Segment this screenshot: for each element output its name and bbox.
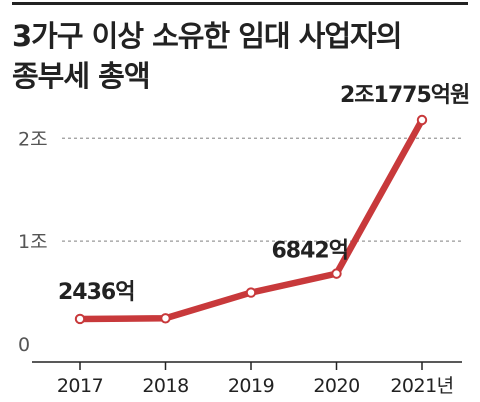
series-layer [74,114,428,325]
data-label: 2436억 [58,280,134,305]
data-point [416,114,428,126]
data-labels: 2436억 6842억 2조1775억원 [58,83,470,305]
x-tick-label: 2020 [313,375,359,397]
data-point [245,287,257,298]
x-tick-label: 2017 [57,375,103,397]
data-label: 2조1775억원 [340,83,469,108]
x-tick-label: 2018 [142,375,188,397]
x-axis: 2017 2018 2019 2020 2021년 [32,361,462,397]
y-axis-ticks: 0 1조 2조 [18,128,48,356]
top-rule [12,2,468,5]
data-point [160,313,171,324]
chart-title-line2: 종부세 총액 [12,59,151,93]
chart-title: 3가구 이상 소유한 임대 사업자의 종부세 총액 [12,16,468,96]
y-tick-label: 0 [18,334,30,356]
x-tick-label: 2019 [228,375,274,397]
data-point [74,313,86,325]
chart-title-line1: 3가구 이상 소유한 임대 사업자의 [12,19,402,53]
data-point [331,268,342,279]
x-tick-label: 2021년 [390,375,453,397]
data-label: 6842억 [272,239,348,264]
grid-layer [62,137,462,242]
y-tick-label: 2조 [18,128,48,150]
y-tick-label: 1조 [18,231,48,253]
